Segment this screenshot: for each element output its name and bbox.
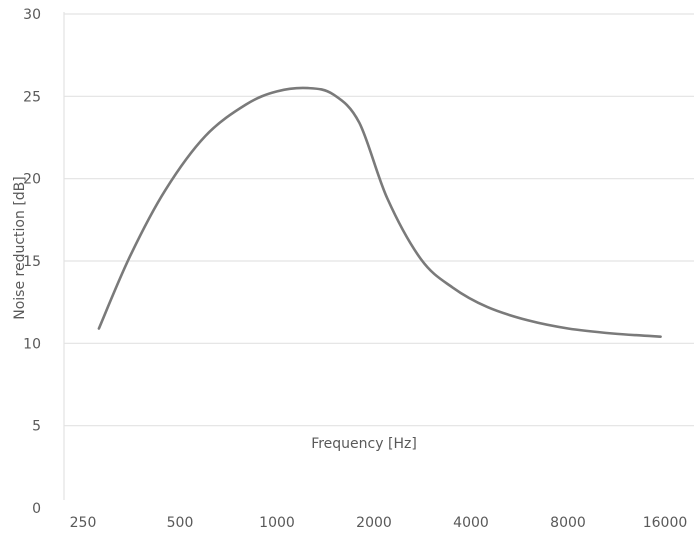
- y-tick-label-25: 25: [23, 89, 41, 105]
- x-tick-label-250: 250: [70, 515, 97, 531]
- x-axis-title: Frequency [Hz]: [311, 436, 417, 452]
- x-tick-labels: 250 500 1000 2000 4000 8000 16000: [70, 515, 688, 531]
- x-tick-label-1000: 1000: [259, 515, 295, 531]
- y-tick-label-0: 0: [32, 501, 41, 517]
- y-tick-labels: 0 5 10 15 20 25 30: [23, 7, 41, 517]
- y-axis-title: Noise reduction [dB]: [12, 176, 28, 320]
- series-line-0: [97, 86, 662, 338]
- x-tick-label-8000: 8000: [550, 515, 586, 531]
- grid-lines: [64, 13, 694, 427]
- y-tick-label-15: 15: [23, 254, 41, 270]
- y-tick-label-5: 5: [32, 419, 41, 435]
- x-tick-label-4000: 4000: [453, 515, 489, 531]
- x-tick-label-16000: 16000: [643, 515, 688, 531]
- x-tick-label-2000: 2000: [356, 515, 392, 531]
- y-tick-label-20: 20: [23, 172, 41, 188]
- y-tick-label-10: 10: [23, 336, 41, 352]
- x-tick-label-500: 500: [167, 515, 194, 531]
- y-tick-label-30: 30: [23, 7, 41, 23]
- series-layer: [97, 86, 662, 338]
